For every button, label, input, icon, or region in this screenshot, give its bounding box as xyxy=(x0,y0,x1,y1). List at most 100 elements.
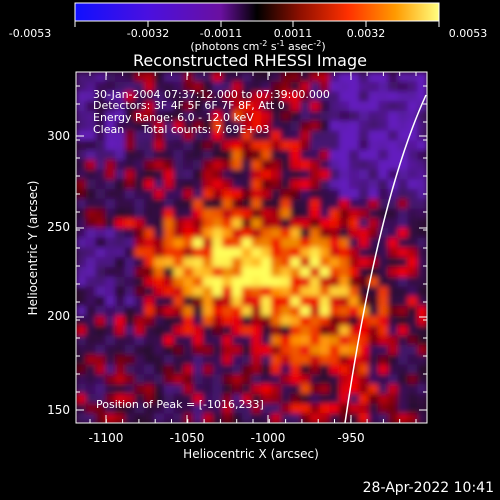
heatmap-cell xyxy=(378,72,389,83)
heatmap-cell xyxy=(241,169,253,180)
heatmap-cell xyxy=(212,218,223,229)
heatmap-cell xyxy=(105,345,116,356)
heatmap-cell xyxy=(183,189,194,200)
heatmap-cell xyxy=(251,237,262,249)
heatmap-cell xyxy=(134,374,145,385)
heatmap-cell xyxy=(212,247,223,258)
heatmap-cell xyxy=(290,296,301,307)
heatmap-cell xyxy=(154,179,165,190)
heatmap-cell xyxy=(397,218,409,229)
heatmap-cell xyxy=(358,179,370,190)
heatmap-cell xyxy=(251,413,262,423)
heatmap-cell xyxy=(261,335,272,346)
heatmap-cell xyxy=(154,228,165,239)
heatmap-cell xyxy=(378,276,389,288)
heatmap-cell xyxy=(222,218,233,229)
heatmap-cell xyxy=(95,101,106,112)
heatmap-cell xyxy=(163,130,175,141)
heatmap-cell xyxy=(378,315,389,327)
heatmap-cell xyxy=(222,306,233,317)
heatmap-cell xyxy=(280,393,292,405)
heatmap-cell xyxy=(407,140,418,151)
heatmap-cell xyxy=(212,237,223,249)
heatmap-cell xyxy=(290,81,301,93)
heatmap-cell xyxy=(329,384,340,395)
heatmap-cell xyxy=(378,228,389,239)
heatmap-cell xyxy=(280,169,292,180)
heatmap-cell xyxy=(280,364,292,375)
heatmap-cell xyxy=(271,325,282,336)
heatmap-cell xyxy=(310,335,321,346)
heatmap-cell xyxy=(310,276,321,288)
heatmap-cell xyxy=(95,111,106,122)
heatmap-cell xyxy=(261,189,272,200)
heatmap-cell xyxy=(319,140,331,151)
heatmap-cell xyxy=(388,208,399,219)
heatmap-cell xyxy=(368,208,379,219)
heatmap-cell xyxy=(163,393,175,405)
heatmap-cell xyxy=(319,335,331,346)
heatmap-cell xyxy=(251,345,262,356)
heatmap-cell xyxy=(115,237,126,249)
heatmap-cell xyxy=(173,91,184,102)
heatmap-cell xyxy=(358,393,370,405)
heatmap-cell xyxy=(251,218,262,229)
heatmap-cell xyxy=(212,276,223,288)
heatmap-cell xyxy=(232,257,243,268)
heatmap-cell xyxy=(397,140,409,151)
heatmap-cell xyxy=(290,169,301,180)
heatmap-cell xyxy=(163,403,175,414)
heatmap-cell xyxy=(105,393,116,405)
heatmap-cell xyxy=(251,101,262,112)
heatmap-cell xyxy=(251,159,262,171)
heatmap-cell xyxy=(397,354,409,366)
heatmap-cell xyxy=(241,198,253,210)
heatmap-cell xyxy=(222,393,233,405)
heatmap-cell xyxy=(232,228,243,239)
heatmap-cell xyxy=(271,354,282,366)
heatmap-cell xyxy=(319,354,331,366)
heatmap-cell xyxy=(115,393,126,405)
heatmap-cell xyxy=(183,159,194,171)
heatmap-cell xyxy=(95,91,106,102)
heatmap-cell xyxy=(222,267,233,278)
heatmap-cell xyxy=(349,72,360,83)
heatmap-cell xyxy=(232,198,243,210)
heatmap-cell xyxy=(397,72,409,83)
heatmap-cell xyxy=(124,374,136,385)
heatmap-cell xyxy=(232,72,243,83)
heatmap-cell xyxy=(134,257,145,268)
heatmap-cell xyxy=(85,286,97,297)
heatmap-cell xyxy=(271,413,282,423)
heatmap-cell xyxy=(349,140,360,151)
heatmap-cell xyxy=(300,189,311,200)
heatmap-cell xyxy=(290,403,301,414)
heatmap-cell xyxy=(368,247,379,258)
heatmap-cell xyxy=(173,364,184,375)
heatmap-cell xyxy=(310,306,321,317)
heatmap-cell xyxy=(368,150,379,161)
heatmap-cell xyxy=(85,179,97,190)
heatmap-cell xyxy=(241,364,253,375)
heatmap-cell xyxy=(232,296,243,307)
heatmap-cell xyxy=(300,315,311,327)
heatmap-cell xyxy=(329,150,340,161)
heatmap-cell xyxy=(319,169,331,180)
heatmap-cell xyxy=(212,169,223,180)
heatmap-cell xyxy=(241,286,253,297)
heatmap-cell xyxy=(124,101,136,112)
heatmap-cell xyxy=(95,140,106,151)
heatmap-cell xyxy=(85,335,97,346)
heatmap-cell xyxy=(329,345,340,356)
heatmap-cell xyxy=(388,267,399,278)
heatmap-cell xyxy=(193,169,204,180)
heatmap-cell xyxy=(358,218,370,229)
heatmap-cell xyxy=(202,286,214,297)
heatmap-cell xyxy=(212,111,223,122)
heatmap-cell xyxy=(144,267,155,278)
heatmap-cell xyxy=(105,91,116,102)
heatmap-cell xyxy=(378,179,389,190)
heatmap-cell xyxy=(95,374,106,385)
heatmap-cell xyxy=(222,208,233,219)
heatmap-cell xyxy=(358,169,370,180)
